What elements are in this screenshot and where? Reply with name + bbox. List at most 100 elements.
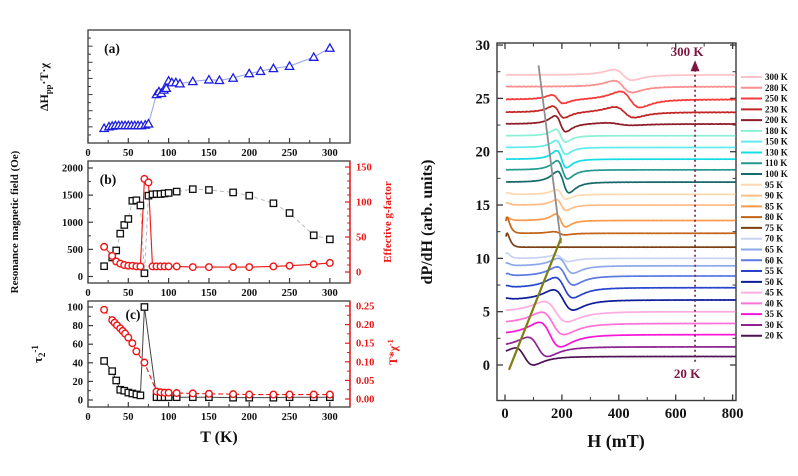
- legend-item: 75 K: [741, 223, 783, 233]
- panel-b-gfactor-point: [100, 242, 109, 251]
- legend-label: 60 K: [765, 255, 783, 265]
- panel-b-gfactor-point: [309, 260, 318, 269]
- panel-b-gfactor-point: [204, 263, 213, 272]
- panel-c-y-tick-label: 60: [73, 340, 84, 351]
- panel-c-chi-point: [309, 390, 318, 399]
- panel-b-field-point: [140, 269, 149, 278]
- legend-label: 75 K: [765, 223, 783, 233]
- panel-c-chi-tick-label: 0.05: [356, 376, 374, 387]
- panel-c-chi-point: [245, 390, 254, 399]
- legend-item: 60 K: [741, 255, 783, 265]
- esr-curve-35K: [505, 321, 736, 348]
- panel-b-gfactor-point: [164, 262, 173, 271]
- panel-b-field-point: [325, 235, 334, 244]
- panel-c-tau-point: [136, 391, 145, 400]
- panel-c-chi-point: [128, 339, 137, 348]
- panel-b-x-tick-label: 300: [322, 288, 338, 299]
- panel-b-x-tick-label: 200: [241, 288, 257, 299]
- panel-c-y-tick-label: 80: [73, 321, 84, 332]
- panel-b-field-point: [269, 199, 278, 208]
- legend-label: 280 K: [765, 83, 788, 93]
- esr-y-tick-label: 10: [476, 251, 491, 267]
- esr-y-tick-label: 15: [476, 198, 491, 214]
- panel-c-y-tick-label: 40: [73, 358, 84, 369]
- panel-a-ylabel: ΔHpp·T·χ: [37, 63, 53, 111]
- esr-y-tick-label: 25: [476, 91, 491, 107]
- esr-curve-200K: [505, 114, 736, 133]
- esr-curve-80K: [505, 216, 736, 236]
- panel-c-x-tick-label: 0: [85, 412, 90, 423]
- panel-b-field-point: [245, 191, 254, 200]
- panel-c-tau-point: [140, 303, 149, 311]
- legend-item: 45 K: [741, 288, 783, 298]
- panel-c-x-tick-label: 150: [201, 412, 217, 423]
- esr-x-tick-label: 400: [608, 406, 630, 422]
- panel-a-point: [187, 75, 199, 86]
- esr-y-tick-label: 5: [483, 305, 490, 321]
- esr-x-tick-label: 600: [665, 406, 687, 422]
- panel-c-x-tick-label: 50: [123, 412, 134, 423]
- esr-curve-130K: [505, 149, 736, 169]
- panel-b-field-point: [136, 201, 145, 210]
- esr-spectra-figure: 0 200 400 600 800 0 5 10 15 20 25 30 H (mT) dP/dH (ar…: [419, 38, 788, 452]
- legend-item: 90 K: [741, 191, 783, 201]
- legend-item: 280 K: [741, 83, 788, 93]
- legend-label: 300 K: [765, 72, 788, 82]
- panel-a-point: [214, 74, 225, 85]
- esr-x-tick-label: 200: [551, 406, 573, 422]
- legend-item: 95 K: [741, 180, 783, 190]
- panel-a-point: [143, 118, 154, 128]
- panel-c-tau-point: [108, 367, 117, 376]
- legend-label: 90 K: [765, 191, 783, 201]
- panel-c-chi-point: [172, 389, 181, 398]
- legend-label: 110 K: [765, 158, 787, 168]
- legend-item: 80 K: [741, 212, 783, 222]
- panel-c-chi-tick-label: 0.25: [356, 302, 374, 313]
- legend-item: 50 K: [741, 277, 783, 287]
- panel-a-x-tick-label: 0: [85, 148, 90, 159]
- panel-c-ylabel: τ2-1: [30, 345, 47, 363]
- esr-curve-230K: [505, 105, 736, 120]
- legend-item: 20 K: [741, 331, 783, 341]
- panel-b-field-point: [112, 246, 121, 255]
- panel-b-gfactor-point: [325, 258, 334, 267]
- legend-label: 130 K: [765, 147, 788, 157]
- panel-b-gfactor-point: [188, 263, 197, 272]
- panel-c-chi-tick-label: 0.10: [356, 357, 374, 368]
- esr-curve-95K: [505, 188, 736, 201]
- legend-label: 85 K: [765, 201, 783, 211]
- legend-label: 50 K: [765, 277, 783, 287]
- esr-x-tick-label: 800: [722, 406, 744, 422]
- legend-label: 55 K: [765, 266, 783, 276]
- panel-b-y-tick-label: 1000: [62, 218, 83, 229]
- esr-curve-150K: [505, 139, 736, 156]
- panel-b-field-point: [164, 189, 173, 197]
- panel-a-line: [103, 47, 331, 129]
- panel-c-y-tick-label: 20: [73, 377, 84, 388]
- legend-item: 200 K: [741, 115, 788, 125]
- legend-item: 180 K: [741, 126, 788, 136]
- panel-c-x-tick-label: 250: [282, 412, 298, 423]
- esr-curve-40K: [505, 311, 736, 336]
- panel-c-chi-point: [164, 388, 173, 397]
- panel-c-chi-point: [100, 305, 109, 314]
- legend-label: 20 K: [765, 331, 783, 341]
- legend-item: 100 K: [741, 169, 788, 179]
- esr-y-tick-label: 30: [476, 38, 491, 54]
- panel-b-gfactor-point: [108, 251, 117, 260]
- panel-b-field-point: [116, 229, 125, 238]
- legend-label: 70 K: [765, 234, 783, 244]
- panel-a-x-tick-label: 250: [282, 148, 298, 159]
- panel-b-x-tick-label: 50: [123, 288, 134, 299]
- panel-b-gfactor-point: [229, 263, 238, 272]
- arrow-top-label: 300 K: [671, 44, 705, 59]
- legend-item: 55 K: [741, 266, 783, 276]
- temperature-arrow-head: [690, 60, 700, 72]
- legend-label: 200 K: [765, 115, 788, 125]
- panel-c-chi-tick-label: 0.00: [356, 395, 374, 406]
- esr-yaxis-title: dP/dH (arb. units): [419, 160, 436, 285]
- panel-b-y-tick-label: 1500: [62, 191, 83, 202]
- panel-a-point: [308, 51, 320, 61]
- esr-curve-100K: [505, 170, 736, 194]
- panel-c-chi-point: [188, 389, 197, 398]
